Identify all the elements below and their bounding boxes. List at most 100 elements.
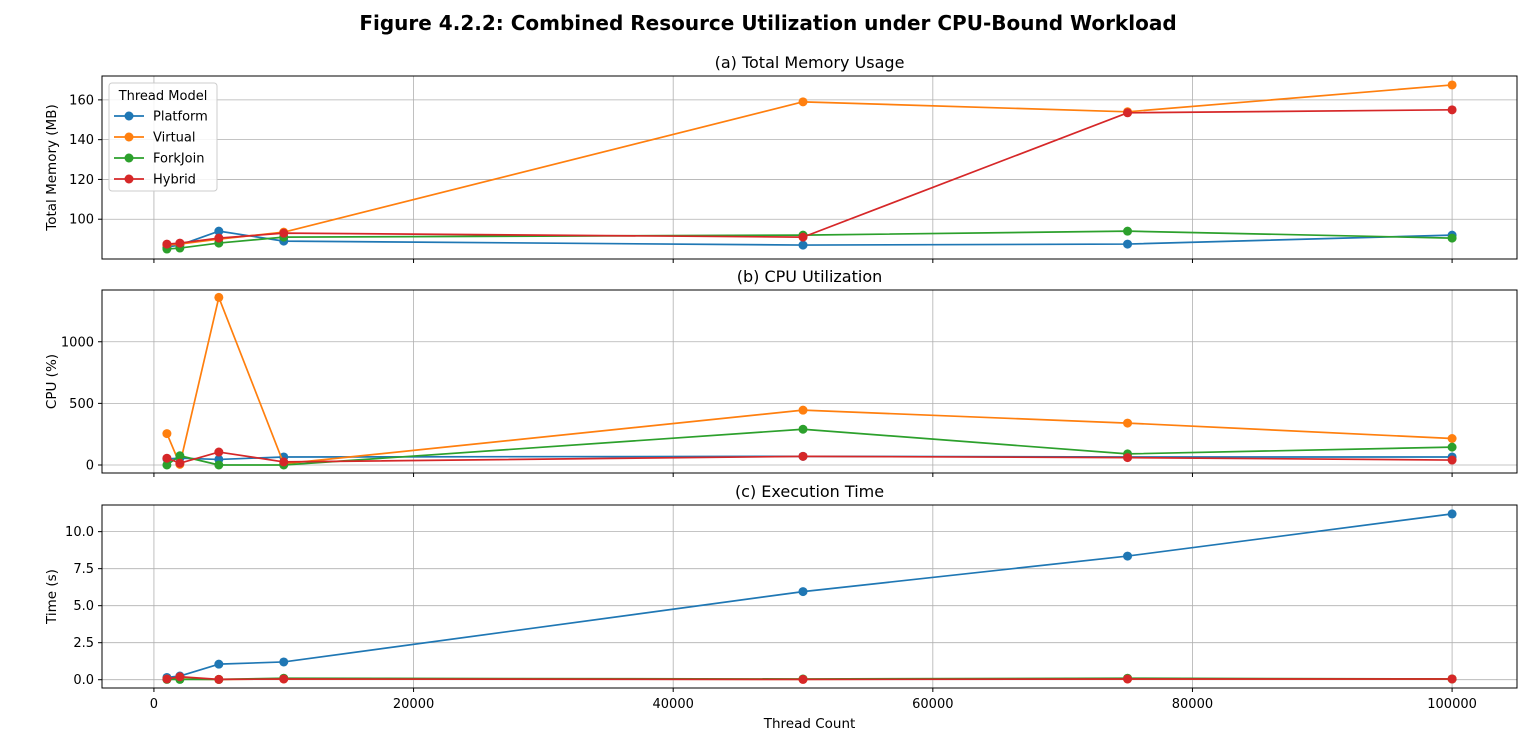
x-axis-ticks [153,473,1453,477]
data-point-hybrid [214,674,224,684]
legend-marker-platform [124,111,134,121]
data-point-hybrid [1123,674,1133,684]
data-point-platform [1447,509,1457,519]
data-point-hybrid [162,453,172,463]
y-axis-ticks: 0.0 2.5 5.0 7.5 10.0 [65,525,102,688]
panel-title: (a) Total Memory Usage [715,53,905,72]
data-point-virtual [798,405,808,415]
legend-title: Thread Model [118,89,208,104]
data-point-virtual [798,97,808,107]
data-point-virtual [162,429,172,439]
axes-frame [101,75,1518,260]
chart-panels: (a) Total Memory Usage 100 120 140 160 Total … [44,53,1518,732]
y-tick-label: 7.5 [73,562,94,577]
y-tick-label: 140 [69,133,94,148]
data-point-hybrid [1447,455,1457,465]
legend-entry-forkjoin: ForkJoin [153,152,204,167]
y-tick-label: 0 [86,458,94,473]
data-point-hybrid [1447,674,1457,684]
y-tick-label: 5.0 [73,599,94,614]
data-point-virtual [1447,80,1457,90]
x-tick-label: 80000 [1172,697,1213,712]
x-axis-ticks: 0 20000 40000 60000 80000 100000 [150,688,1477,712]
data-point-hybrid [798,232,808,242]
data-point-hybrid [175,238,185,248]
y-axis-ticks: 0 500 1000 [61,335,102,473]
series-line-platform [166,513,1453,679]
x-axis-ticks [153,259,1453,263]
legend-box [108,82,218,192]
y-tick-label: 10.0 [65,525,94,540]
series-line-virtual [166,296,1453,466]
data-point-platform [279,657,289,667]
grid-lines [102,290,1517,473]
data-point-hybrid [175,458,185,468]
data-point-forkjoin [162,460,172,470]
legend-entry-virtual: Virtual [153,131,195,146]
data-point-hybrid [279,674,289,684]
legend-entry-platform: Platform [153,110,208,125]
series-group [162,509,1457,684]
y-axis-ticks: 100 120 140 160 [69,93,102,228]
x-tick-label: 40000 [653,697,694,712]
data-point-hybrid [1447,105,1457,115]
data-point-platform [1123,239,1133,249]
data-point-virtual [214,292,224,302]
data-point-hybrid [175,672,185,682]
data-point-platform [214,659,224,669]
data-point-platform [798,587,808,597]
legend-marker-virtual [124,132,134,142]
data-point-hybrid [1123,108,1133,118]
y-axis-label: Total Memory (MB) [44,104,60,231]
series-line-hybrid [166,108,1453,245]
legend: Thread Model Platform Virtual ForkJoin Hybri… [108,82,218,192]
series-group [162,80,1457,254]
axes-frame [101,504,1518,689]
axes-frame [101,289,1518,474]
legend-marker-hybrid [124,174,134,184]
data-point-hybrid [798,674,808,684]
data-point-hybrid [798,451,808,461]
panel-time: (c) Execution Time 0 20000 40000 60000 80000 1… [44,482,1518,732]
panel-title: (c) Execution Time [735,482,884,501]
y-axis-label: CPU (%) [44,354,60,409]
x-tick-label: 0 [150,697,158,712]
data-point-forkjoin [1447,442,1457,452]
panel-memory: (a) Total Memory Usage 100 120 140 160 Total … [44,53,1518,263]
series-group [162,292,1457,470]
y-tick-label: 1000 [61,335,94,350]
data-point-forkjoin [214,460,224,470]
data-point-hybrid [162,239,172,249]
data-point-hybrid [214,233,224,243]
x-tick-label: 100000 [1427,697,1477,712]
data-point-forkjoin [1123,226,1133,236]
data-point-forkjoin [1447,233,1457,243]
data-point-hybrid [1123,453,1133,463]
data-point-hybrid [162,674,172,684]
data-point-virtual [1447,433,1457,443]
y-tick-label: 2.5 [73,636,94,651]
figure-title: Figure 4.2.2: Combined Resource Utilizat… [359,11,1176,35]
x-tick-label: 60000 [912,697,953,712]
x-axis-label: Thread Count [763,716,856,732]
grid-lines [102,76,1517,259]
data-point-platform [214,226,224,236]
series-line-virtual [166,84,1453,246]
y-tick-label: 100 [69,213,94,228]
data-point-platform [1123,551,1133,561]
data-point-hybrid [279,228,289,238]
legend-marker-forkjoin [124,153,134,163]
panel-title: (b) CPU Utilization [737,267,883,286]
data-point-virtual [1123,418,1133,428]
data-point-forkjoin [798,424,808,434]
y-tick-label: 500 [69,397,94,412]
y-axis-label: Time (s) [44,569,60,625]
y-tick-label: 120 [69,173,94,188]
legend-entry-hybrid: Hybrid [153,173,196,188]
data-point-platform [798,240,808,250]
series-line-forkjoin [166,428,1453,466]
data-point-forkjoin [175,451,185,461]
y-tick-label: 160 [69,93,94,108]
